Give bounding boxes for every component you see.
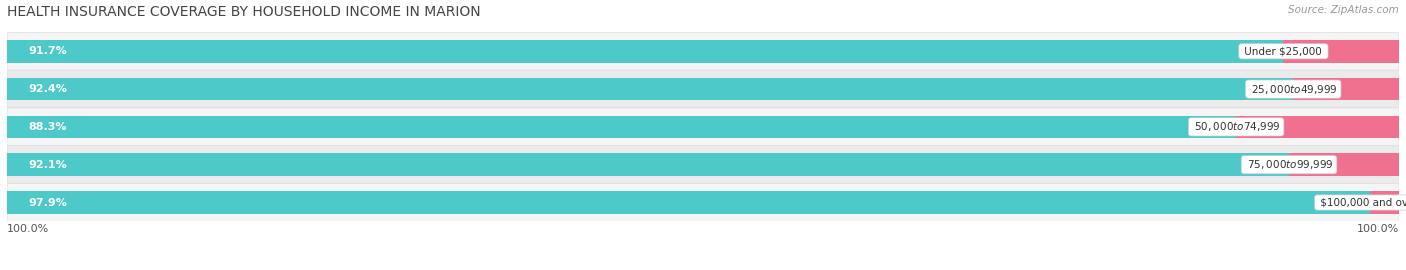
Bar xyxy=(7,191,1369,214)
FancyBboxPatch shape xyxy=(7,70,1399,108)
Text: $75,000 to $99,999: $75,000 to $99,999 xyxy=(1244,158,1334,171)
Legend: With Coverage, Without Coverage: With Coverage, Without Coverage xyxy=(579,268,827,270)
Text: 100.0%: 100.0% xyxy=(7,224,49,234)
Text: 92.1%: 92.1% xyxy=(28,160,66,170)
Bar xyxy=(7,78,1294,100)
Bar xyxy=(1236,116,1399,138)
FancyBboxPatch shape xyxy=(7,108,1399,146)
Text: 97.9%: 97.9% xyxy=(28,197,66,208)
Bar xyxy=(1294,78,1399,100)
Text: Source: ZipAtlas.com: Source: ZipAtlas.com xyxy=(1288,5,1399,15)
Text: 92.4%: 92.4% xyxy=(28,84,66,94)
Text: Under $25,000: Under $25,000 xyxy=(1241,46,1326,56)
Bar xyxy=(1289,153,1399,176)
Bar xyxy=(1284,40,1399,63)
Text: 91.7%: 91.7% xyxy=(28,46,66,56)
Bar xyxy=(7,40,1284,63)
FancyBboxPatch shape xyxy=(7,184,1399,221)
FancyBboxPatch shape xyxy=(7,146,1399,184)
Bar xyxy=(7,153,1289,176)
Bar xyxy=(7,116,1236,138)
Text: HEALTH INSURANCE COVERAGE BY HOUSEHOLD INCOME IN MARION: HEALTH INSURANCE COVERAGE BY HOUSEHOLD I… xyxy=(7,5,481,19)
Text: $25,000 to $49,999: $25,000 to $49,999 xyxy=(1249,83,1339,96)
Text: $50,000 to $74,999: $50,000 to $74,999 xyxy=(1191,120,1281,133)
Bar xyxy=(1369,191,1399,214)
Text: 100.0%: 100.0% xyxy=(1357,224,1399,234)
FancyBboxPatch shape xyxy=(7,32,1399,70)
Text: $100,000 and over: $100,000 and over xyxy=(1317,197,1406,208)
Text: 88.3%: 88.3% xyxy=(28,122,66,132)
